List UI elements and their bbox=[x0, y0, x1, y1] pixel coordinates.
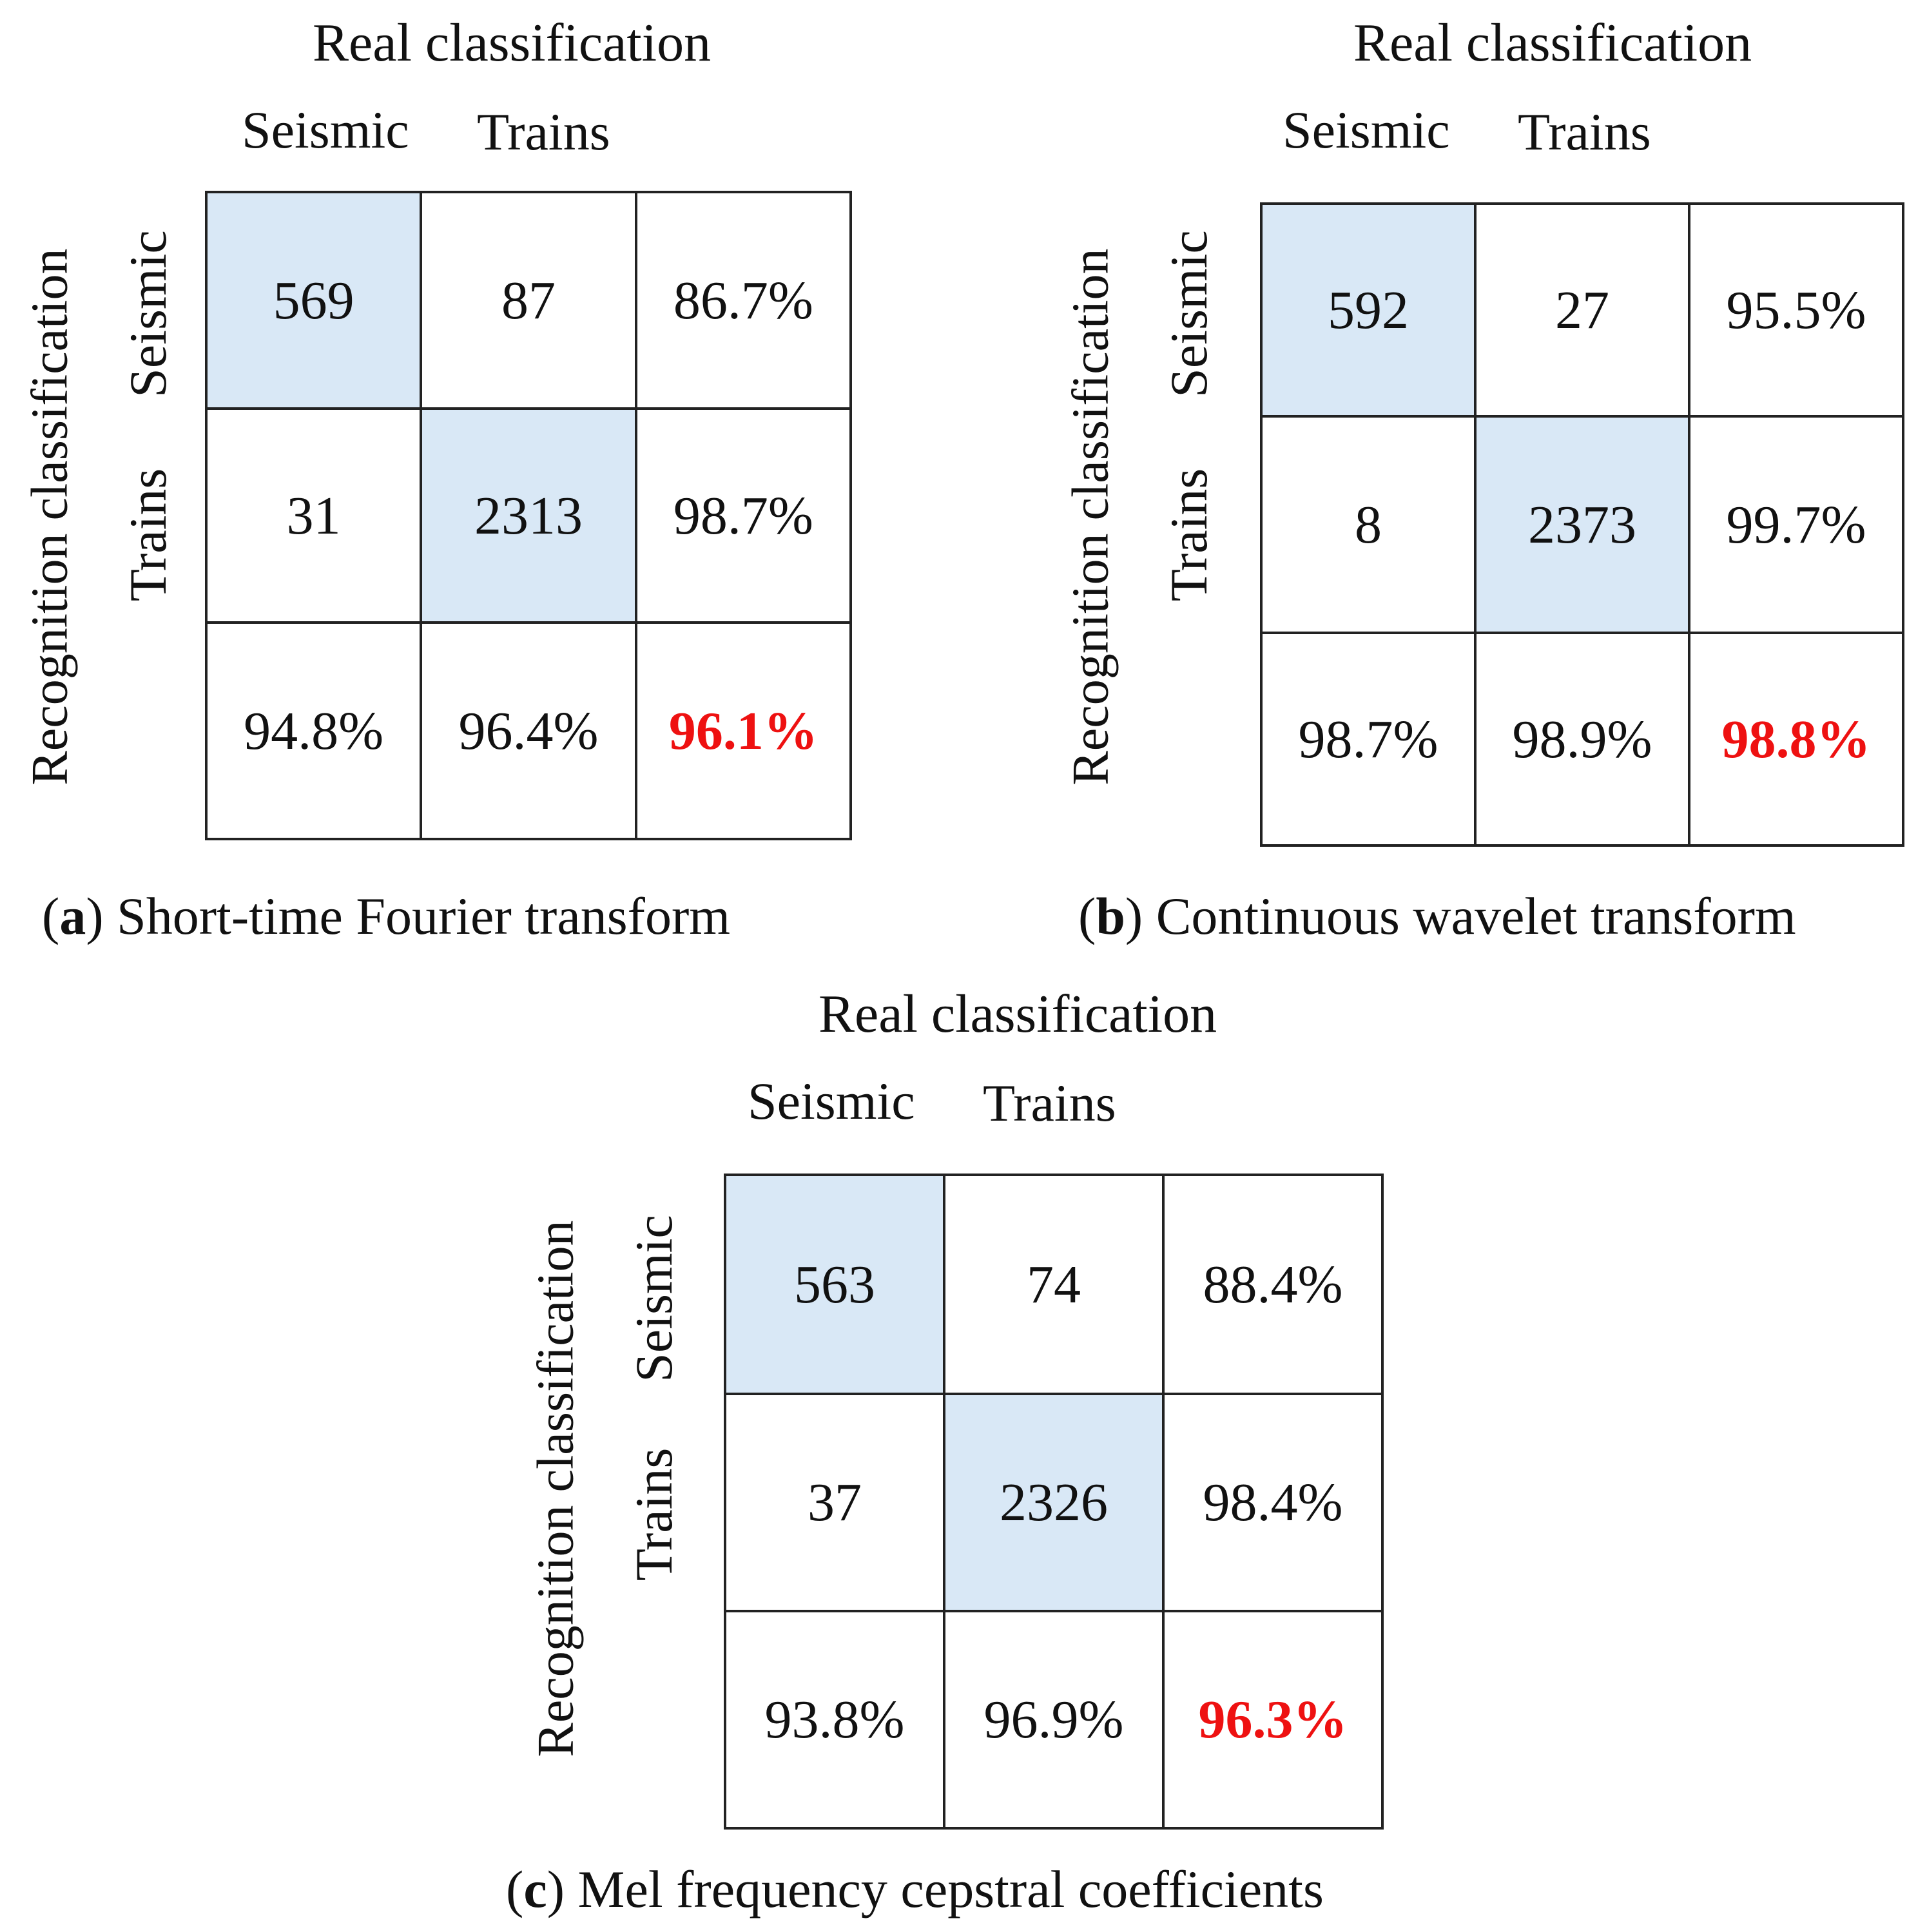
recognition-classification-title: Recognition classification bbox=[21, 248, 79, 786]
column-label-seismic: Seismic bbox=[748, 1072, 915, 1130]
row-label-trains: Trains bbox=[1159, 468, 1218, 602]
cell-trains-precision: 98.4% bbox=[1162, 1393, 1384, 1612]
cell-seismic-seismic: 592 bbox=[1260, 202, 1477, 418]
cell-seismic-trains: 74 bbox=[943, 1174, 1165, 1395]
row-label-trains: Trains bbox=[119, 468, 177, 602]
cell-recall-seismic: 94.8% bbox=[204, 621, 423, 840]
row-label-seismic: Seismic bbox=[119, 230, 177, 398]
real-classification-title: Real classification bbox=[818, 984, 1217, 1044]
column-label-trains: Trains bbox=[477, 102, 610, 161]
cell-trains-precision: 98.7% bbox=[634, 407, 853, 624]
cell-trains-precision: 99.7% bbox=[1688, 415, 1904, 634]
confusion-matrix: 563 74 88.4% 37 2326 98.4% 93.8% 96.9% 9… bbox=[724, 1174, 1384, 1830]
row-label-seismic: Seismic bbox=[1159, 230, 1218, 398]
cell-seismic-trains: 87 bbox=[420, 191, 637, 410]
row-label-trains: Trains bbox=[625, 1447, 683, 1581]
cell-seismic-precision: 86.7% bbox=[634, 191, 853, 410]
cell-recall-trains: 96.4% bbox=[420, 621, 637, 840]
caption-method: Continuous wavelet transform bbox=[1156, 887, 1796, 945]
column-label-trains: Trains bbox=[983, 1074, 1116, 1132]
recognition-classification-title: Recognition classification bbox=[527, 1220, 585, 1757]
cell-recall-trains: 98.9% bbox=[1474, 632, 1690, 847]
column-label-seismic: Seismic bbox=[1283, 101, 1450, 159]
cell-trains-seismic: 31 bbox=[204, 407, 423, 624]
cell-recall-seismic: 93.8% bbox=[724, 1610, 945, 1830]
cell-recall-trains: 96.9% bbox=[943, 1610, 1165, 1830]
confusion-matrix: 592 27 95.5% 8 2373 99.7% 98.7% 98.9% 98… bbox=[1260, 202, 1904, 847]
cell-trains-trains: 2373 bbox=[1474, 415, 1690, 634]
caption: (c) Mel frequency cepstral coefficients bbox=[506, 1860, 1324, 1918]
cell-overall-accuracy: 98.8% bbox=[1688, 632, 1904, 847]
cell-overall-accuracy: 96.3% bbox=[1162, 1610, 1384, 1830]
recognition-classification-title: Recognition classification bbox=[1062, 248, 1119, 786]
real-classification-title: Real classification bbox=[1353, 13, 1752, 73]
confusion-matrix: 569 87 86.7% 31 2313 98.7% 94.8% 96.4% 9… bbox=[204, 191, 853, 840]
caption: (a) Short-time Fourier transform bbox=[42, 887, 731, 945]
caption-method: Short-time Fourier transform bbox=[117, 887, 731, 945]
cell-seismic-seismic: 569 bbox=[204, 191, 423, 410]
cell-seismic-trains: 27 bbox=[1474, 202, 1690, 418]
cell-trains-trains: 2326 bbox=[943, 1393, 1165, 1612]
cell-trains-seismic: 8 bbox=[1260, 415, 1477, 634]
column-label-trains: Trains bbox=[1518, 102, 1651, 161]
column-label-seismic: Seismic bbox=[242, 101, 409, 159]
cell-seismic-precision: 88.4% bbox=[1162, 1174, 1384, 1395]
cell-overall-accuracy: 96.1% bbox=[634, 621, 853, 840]
caption-method: Mel frequency cepstral coefficients bbox=[577, 1860, 1324, 1918]
cell-seismic-seismic: 563 bbox=[724, 1174, 945, 1395]
cell-trains-trains: 2313 bbox=[420, 407, 637, 624]
cell-recall-seismic: 98.7% bbox=[1260, 632, 1477, 847]
caption: (b) Continuous wavelet transform bbox=[1078, 887, 1796, 945]
row-label-seismic: Seismic bbox=[625, 1215, 683, 1382]
cell-trains-seismic: 37 bbox=[724, 1393, 945, 1612]
real-classification-title: Real classification bbox=[313, 13, 712, 73]
cell-seismic-precision: 95.5% bbox=[1688, 202, 1904, 418]
